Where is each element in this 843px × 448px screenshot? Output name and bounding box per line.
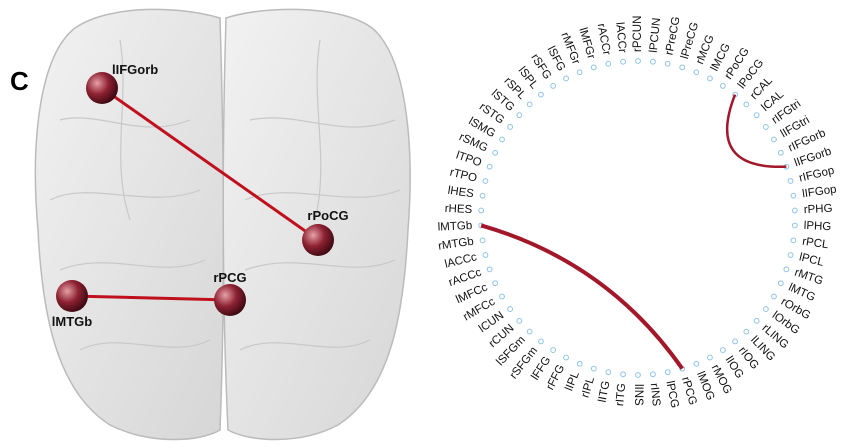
- brain-node: [56, 280, 88, 312]
- node-label: lHES: [447, 185, 475, 201]
- node-dot: [778, 150, 783, 155]
- node-dot: [480, 238, 485, 243]
- node-dot: [564, 355, 569, 360]
- node-dot: [483, 253, 488, 258]
- node-label: rPCG: [213, 270, 246, 285]
- link: [727, 95, 786, 167]
- node-dot: [754, 113, 759, 118]
- node-dot: [636, 59, 641, 64]
- node-dot: [665, 370, 670, 375]
- node-dot: [487, 164, 492, 169]
- node-dot: [744, 329, 749, 334]
- node-label: rMTGb: [437, 236, 474, 253]
- brain: lIFGorb rPoCG rPCG lMTGb: [35, 9, 410, 439]
- node-dot: [517, 113, 522, 118]
- node-dot: [778, 281, 783, 286]
- node-dot: [564, 76, 569, 81]
- node-dot: [792, 223, 797, 228]
- node-dot: [636, 373, 641, 378]
- node-dot: [591, 65, 596, 70]
- node-label: rACCr: [595, 22, 613, 56]
- node-dot: [680, 65, 685, 70]
- node-dot: [493, 150, 498, 155]
- node-dot: [744, 102, 749, 107]
- node-dot: [621, 59, 626, 64]
- node-dot: [508, 125, 513, 130]
- node-dot: [708, 355, 713, 360]
- node-label: rINS: [648, 383, 662, 407]
- node-dot: [791, 238, 796, 243]
- brain-node: [302, 224, 334, 256]
- node-dot: [651, 372, 656, 377]
- node-label: lITG: [597, 380, 613, 404]
- node-label: rIFGop: [798, 165, 836, 185]
- node-dot: [606, 61, 611, 66]
- node-dot: [527, 102, 532, 107]
- node-dot: [606, 370, 611, 375]
- node-dot: [754, 318, 759, 323]
- node-dot: [788, 179, 793, 184]
- node-dot: [551, 84, 556, 89]
- node-dot: [517, 318, 522, 323]
- figure: C lIFGorb rPoCG rPCG lMTGb rPCUN lPCUNrPreCG…: [0, 0, 843, 448]
- node-dot: [708, 76, 713, 81]
- node-label: rPCUN: [632, 16, 644, 52]
- node-dot: [551, 348, 556, 353]
- node-label: rPoCG: [307, 208, 348, 223]
- node-dot: [539, 92, 544, 97]
- node-dot: [733, 339, 738, 344]
- node-dot: [480, 193, 485, 198]
- node-dot: [720, 348, 725, 353]
- node-label: lPCL: [798, 251, 826, 269]
- node-dot: [577, 361, 582, 366]
- node-dot: [772, 294, 777, 299]
- node-dot: [527, 329, 532, 334]
- node-dot: [720, 84, 725, 89]
- node-dot: [493, 281, 498, 286]
- node-label: lIFGorb: [112, 62, 158, 77]
- node-label: rIPL: [580, 375, 598, 399]
- node-label: lIPL: [563, 369, 582, 392]
- node-label: rPCL: [801, 236, 829, 252]
- node-dot: [784, 267, 789, 272]
- node-dot: [772, 137, 777, 142]
- node-dot: [487, 267, 492, 272]
- node-dot: [694, 70, 699, 75]
- node-dot: [500, 294, 505, 299]
- panel-label: C: [10, 66, 29, 96]
- node-dot: [763, 307, 768, 312]
- node-dot: [763, 125, 768, 130]
- node-label: lMTGb: [437, 220, 472, 234]
- node-label: lPCG: [663, 380, 680, 409]
- node-dot: [500, 137, 505, 142]
- node-dot: [665, 61, 670, 66]
- node-dot: [621, 372, 626, 377]
- node-dot: [791, 193, 796, 198]
- node-label: lACCr: [613, 22, 628, 54]
- node-dot: [539, 339, 544, 344]
- node-label: lTPO: [454, 149, 483, 169]
- node-dot: [483, 179, 488, 184]
- node-label: rTPO: [449, 167, 479, 185]
- node-dot: [479, 208, 484, 213]
- node-dot: [591, 366, 596, 371]
- node-label: lIFGop: [801, 184, 837, 201]
- node-label: lPHG: [804, 220, 832, 233]
- node-dot: [694, 361, 699, 366]
- node-label: rPCG: [679, 376, 699, 407]
- node-label: rPHG: [804, 203, 833, 216]
- node-label: lINS: [632, 384, 644, 406]
- node-label: rPreCG: [664, 16, 683, 57]
- node-dot: [508, 307, 513, 312]
- node-dot: [577, 70, 582, 75]
- node-dot: [788, 253, 793, 258]
- node-dot: [792, 208, 797, 213]
- node-label: rITG: [614, 383, 628, 407]
- node-label: lPCUN: [648, 17, 663, 53]
- node-dot: [651, 59, 656, 64]
- node-label: rHES: [444, 203, 472, 216]
- node-label: lMTGb: [52, 314, 92, 329]
- brain-node: [214, 284, 246, 316]
